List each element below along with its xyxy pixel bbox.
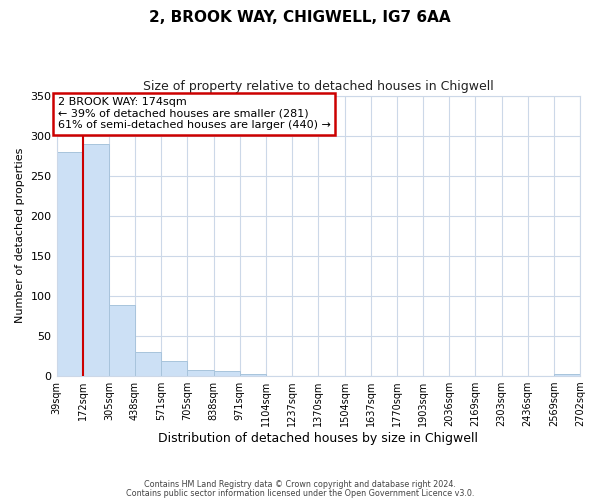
Text: 2 BROOK WAY: 174sqm
← 39% of detached houses are smaller (281)
61% of semi-detac: 2 BROOK WAY: 174sqm ← 39% of detached ho… (58, 97, 331, 130)
Bar (56, 152, 83, 376)
Bar (554, 374, 580, 376)
Y-axis label: Number of detached properties: Number of detached properties (15, 148, 25, 324)
Bar (83, 144, 109, 376)
Text: Contains HM Land Registry data © Crown copyright and database right 2024.: Contains HM Land Registry data © Crown c… (144, 480, 456, 489)
Text: Contains public sector information licensed under the Open Government Licence v3: Contains public sector information licen… (126, 489, 474, 498)
Bar (240, 374, 266, 376)
X-axis label: Distribution of detached houses by size in Chigwell: Distribution of detached houses by size … (158, 432, 478, 445)
Bar (187, 370, 214, 376)
Title: Size of property relative to detached houses in Chigwell: Size of property relative to detached ho… (143, 80, 494, 93)
Text: 2, BROOK WAY, CHIGWELL, IG7 6AA: 2, BROOK WAY, CHIGWELL, IG7 6AA (149, 10, 451, 25)
Bar (161, 360, 187, 376)
Bar (109, 306, 135, 376)
Bar (214, 371, 240, 376)
Bar (135, 352, 161, 376)
